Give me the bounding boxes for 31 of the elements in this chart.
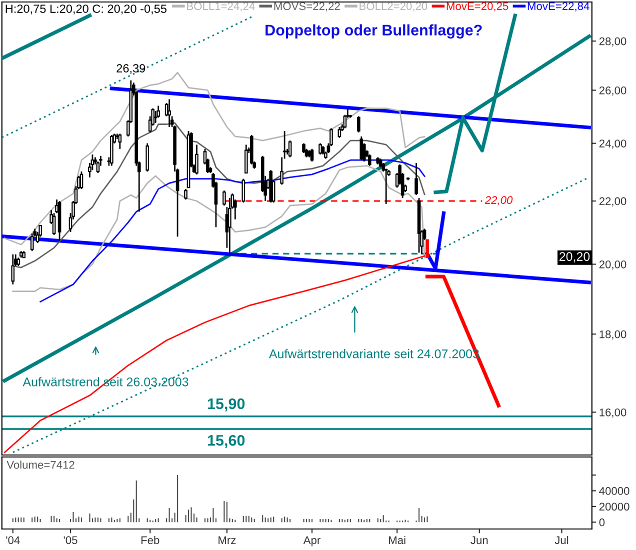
- ref-line-label: 15,90: [208, 398, 245, 412]
- text: Doppeltop oder Bullenflagge?: [266, 24, 482, 39]
- y-tick-label: 40000: [599, 487, 630, 495]
- x-tick-label: Jun: [470, 536, 488, 544]
- chart-title: Volume=7412: [6, 460, 74, 469]
- x-tick-label: '04: [6, 536, 20, 544]
- y-tick-label: 24,00: [599, 140, 626, 149]
- legend-label: MovE=20,25: [446, 2, 508, 12]
- x-tick-label: Feb: [141, 536, 160, 544]
- legend-label: BOLL2=20,20: [360, 2, 428, 12]
- x-tick-label: '05: [64, 536, 78, 544]
- y-tick-label: 20000: [599, 502, 630, 511]
- y-tick-label: 28,00: [599, 37, 626, 47]
- y-tick-label: 22,00: [599, 197, 626, 206]
- x-tick-label: Mai: [389, 536, 406, 544]
- legend-label: MOVS=22,22: [274, 2, 340, 12]
- ref-line-label: 15,60: [208, 434, 245, 448]
- x-tick-label: Apr: [303, 536, 320, 546]
- chart-subtitle: H:20,75 L:20,20 C: 20,20 -0,55: [6, 4, 166, 14]
- y-tick-label: 26,00: [599, 86, 626, 96]
- legend-label: BOLL1=24,24: [187, 2, 255, 12]
- y-tick-label: 0: [599, 518, 605, 526]
- x-tick-label: Mrz: [218, 536, 236, 544]
- annotation: 22,00: [484, 196, 513, 206]
- x-tick-label: Jul: [554, 536, 568, 544]
- y-tick-label: 18,00: [600, 330, 626, 340]
- y-tick-label: 16,00: [600, 408, 626, 418]
- annotation: 26,39: [116, 64, 146, 74]
- legend-label: MovE=22,84: [528, 2, 590, 12]
- annotation: 20,20: [559, 252, 590, 262]
- y-tick-label: 20,00: [599, 260, 626, 270]
